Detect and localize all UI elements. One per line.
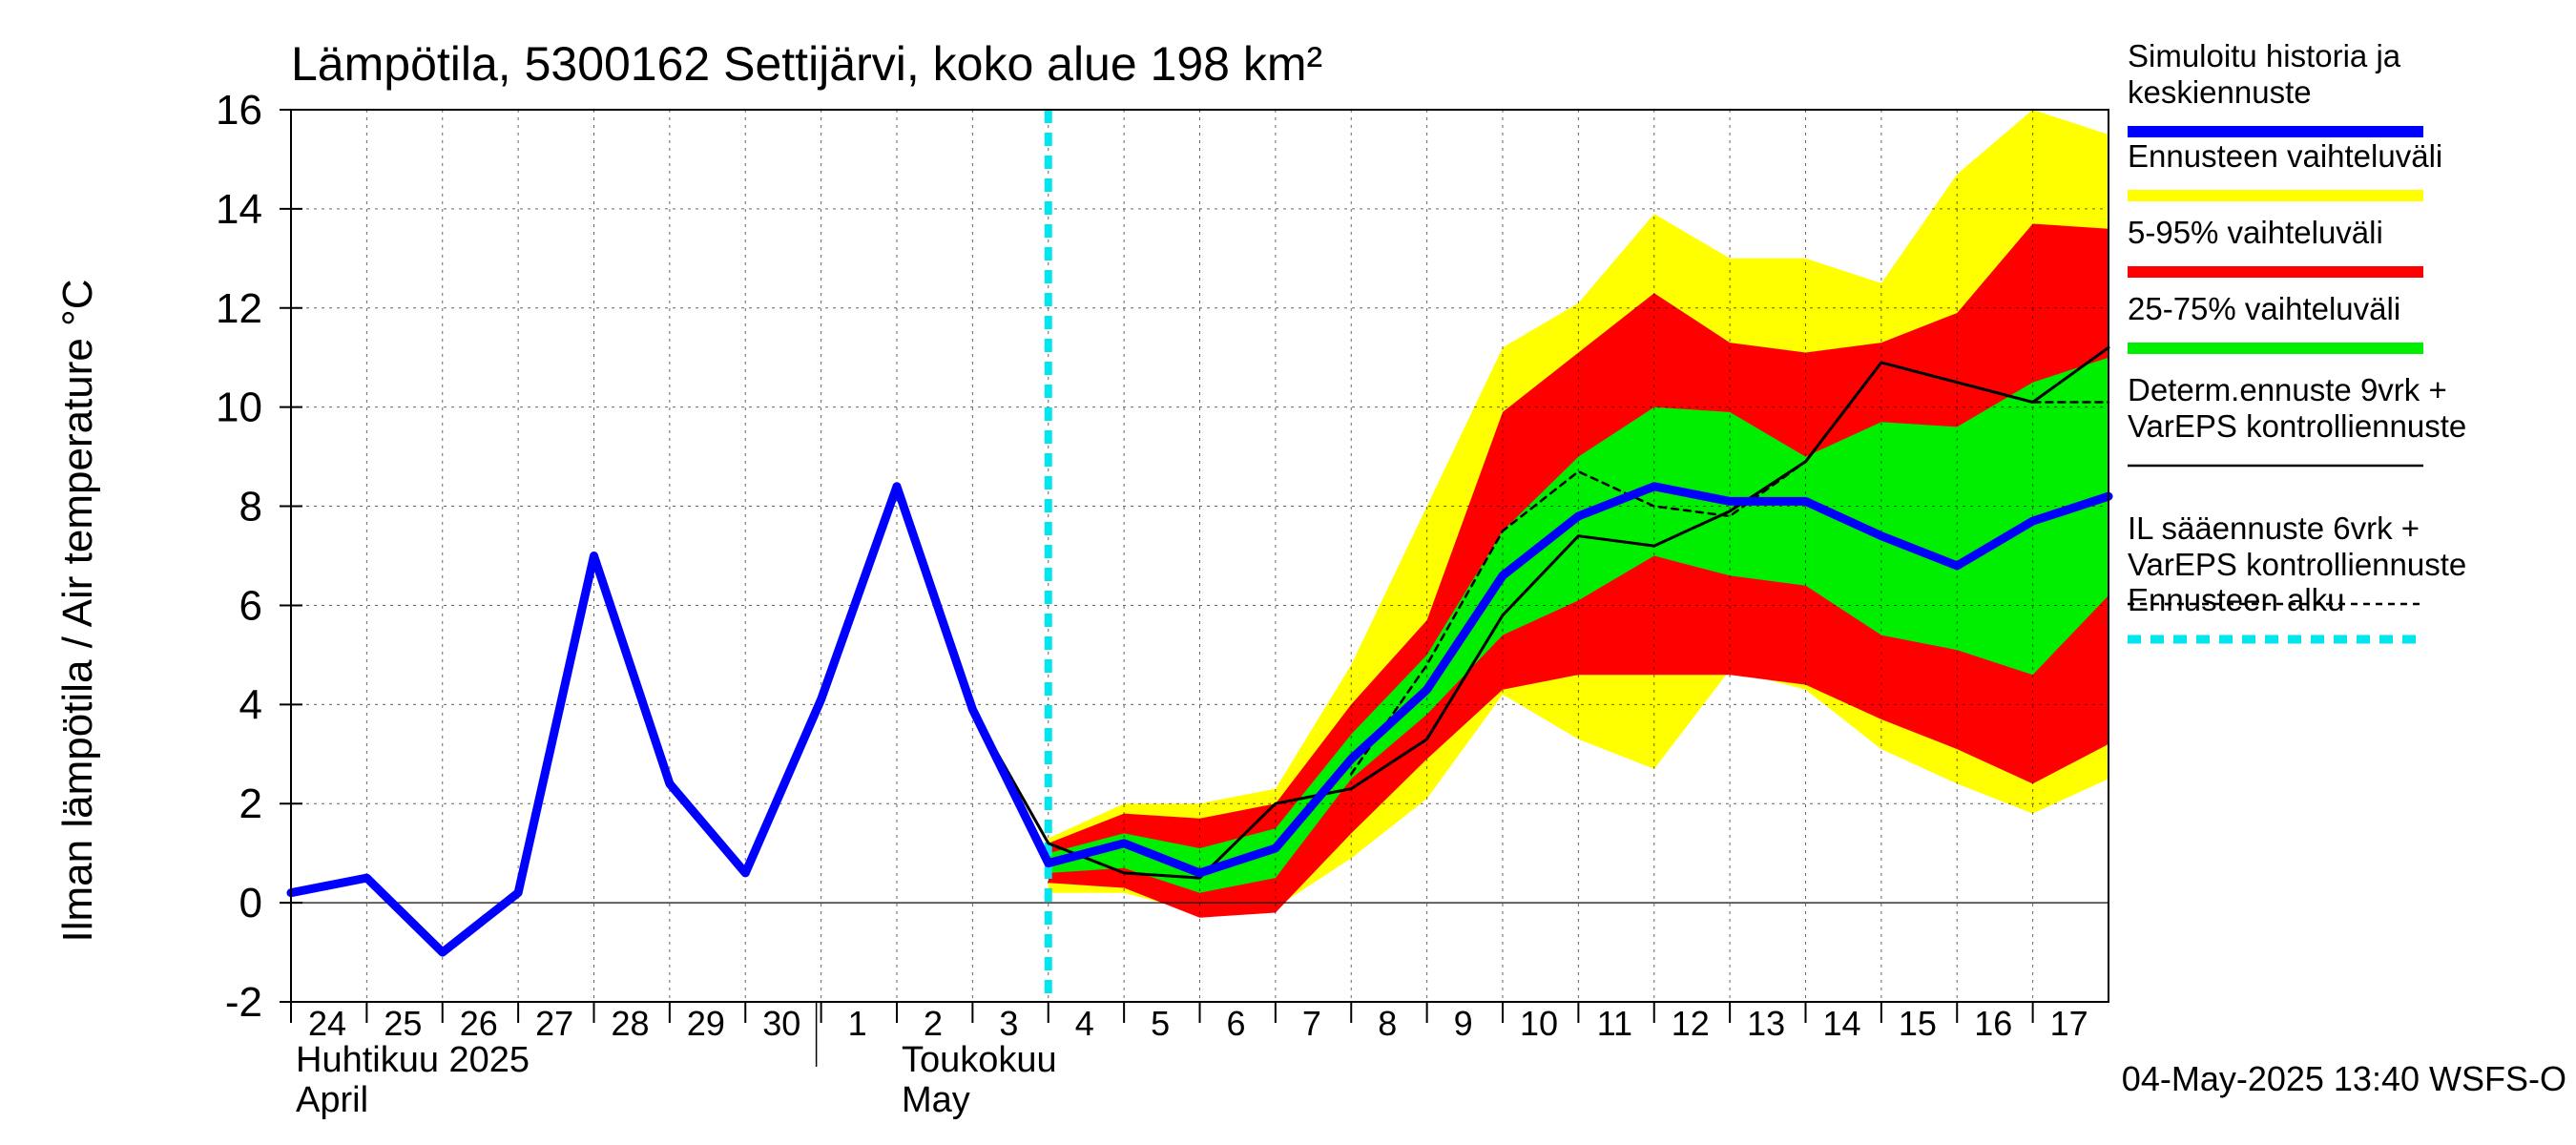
- x-tick-label: 27: [535, 1004, 573, 1043]
- legend-label: 5-95% vaihteluväli: [2128, 215, 2383, 250]
- x-tick-label: 26: [460, 1004, 498, 1043]
- y-tick-label: 0: [239, 880, 262, 926]
- legend-label: Determ.ennuste 9vrk +: [2128, 372, 2447, 407]
- x-tick-label: 28: [611, 1004, 649, 1043]
- grid: [291, 110, 2109, 1002]
- legend-label: VarEPS kontrolliennuste: [2128, 408, 2466, 444]
- x-tick-label: 5: [1151, 1004, 1170, 1043]
- month-label: Huhtikuu 2025: [296, 1040, 530, 1080]
- legend-label: IL sääennuste 6vrk +: [2128, 510, 2420, 546]
- timestamp-footer: 04-May-2025 13:40 WSFS-O: [2122, 1059, 2566, 1098]
- x-tick-label: 16: [1974, 1004, 2012, 1043]
- series-line-3: [1350, 361, 2110, 776]
- y-tick-label: 2: [239, 781, 262, 827]
- chart-title: Lämpötila, 5300162 Settijärvi, koko alue…: [291, 37, 1322, 91]
- y-axis-label: Ilman lämpötila / Air temperature °C: [54, 280, 101, 943]
- x-tick-label: 17: [2050, 1004, 2088, 1043]
- legend-label: Ennusteen vaihteluväli: [2128, 138, 2442, 174]
- x-tick-label: 29: [687, 1004, 725, 1043]
- y-tick-label: 10: [216, 385, 262, 431]
- x-tick-label: 3: [999, 1004, 1018, 1043]
- y-tick-label: 8: [239, 484, 262, 531]
- y-tick-label: -2: [225, 979, 262, 1026]
- y-tick-label: 12: [216, 285, 262, 332]
- band-3: [1048, 357, 2109, 893]
- x-tick-label: 13: [1747, 1004, 1785, 1043]
- x-tick-label: 1: [848, 1004, 867, 1043]
- x-tick-label: 30: [762, 1004, 800, 1043]
- month-label-en: April: [296, 1080, 368, 1120]
- x-tick-label: 10: [1520, 1004, 1558, 1043]
- x-tick-label: 9: [1454, 1004, 1473, 1043]
- y-tick-label: 14: [216, 186, 262, 233]
- month-label: Toukokuu: [902, 1040, 1057, 1080]
- x-tick-label: 24: [308, 1004, 346, 1043]
- legend-label: VarEPS kontrolliennuste: [2128, 547, 2466, 582]
- y-tick-label: 6: [239, 582, 262, 629]
- series-lines: [286, 110, 2113, 1002]
- y-tick-label: 16: [216, 87, 262, 134]
- legend-label: 25-75% vaihteluväli: [2128, 291, 2400, 326]
- y-tick-label: 4: [239, 681, 262, 728]
- month-label-en: May: [902, 1080, 970, 1120]
- x-tick-label: 14: [1822, 1004, 1860, 1043]
- x-tick-label: 15: [1899, 1004, 1937, 1043]
- x-tick-label: 7: [1302, 1004, 1321, 1043]
- series-line-1: [286, 482, 2113, 957]
- legend-label: keskiennuste: [2128, 74, 2312, 110]
- x-tick-label: 8: [1378, 1004, 1397, 1043]
- forecast-bands: [1048, 110, 2109, 918]
- x-tick-label: 12: [1672, 1004, 1710, 1043]
- x-tick-label: 6: [1226, 1004, 1245, 1043]
- x-tick-label: 11: [1597, 1004, 1632, 1043]
- x-tick-label: 2: [924, 1004, 943, 1043]
- legend-label: Simuloitu historia ja: [2128, 38, 2401, 73]
- x-tick-label: 4: [1075, 1004, 1094, 1043]
- x-tick-label: 25: [384, 1004, 422, 1043]
- legend-label: Ennusteen alku: [2128, 582, 2345, 617]
